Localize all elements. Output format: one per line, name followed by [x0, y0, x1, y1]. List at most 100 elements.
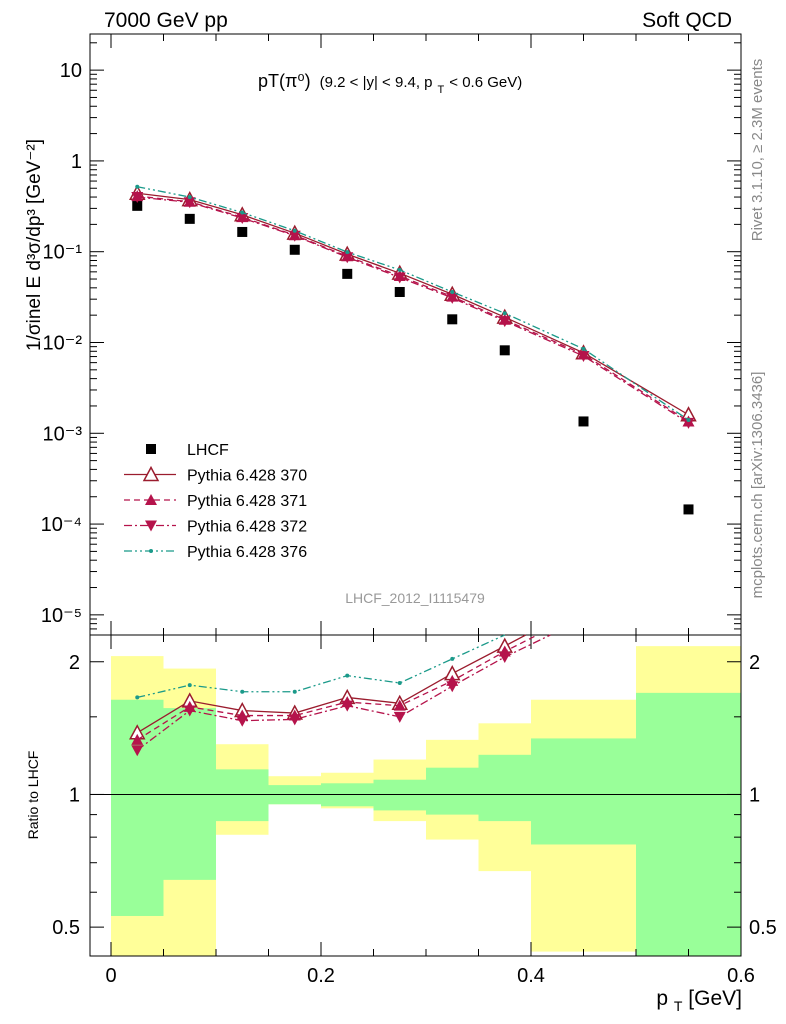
- y-ratio-tick-label-right: 1: [749, 784, 760, 806]
- plot-title: pT(π⁰) (9.2 < |y| < 9.4, p T < 0.6 GeV): [258, 71, 522, 97]
- y-ratio-tick-label-right: 0.5: [749, 917, 777, 939]
- data-point-pythia-6-428-376: [502, 311, 507, 316]
- ratio-point-pythia-6-428-376: [187, 683, 192, 688]
- stat-band-bin: [478, 754, 531, 822]
- y-axis-label-main: 1/σinel E d³σ/dp³ [GeV⁻²]: [24, 139, 45, 351]
- stat-band-bin: [426, 767, 479, 815]
- y-ratio-tick-label: 0.5: [52, 917, 80, 939]
- data-point-lhcf: [394, 286, 405, 297]
- legend-marker-pythia-6-428-371: [145, 494, 157, 505]
- y-ratio-tick-label: 1: [69, 784, 80, 806]
- stat-band-bin: [373, 779, 426, 811]
- side-label-rivet: Rivet 3.1.10, ≥ 2.3M events: [749, 59, 766, 242]
- ratio-line-pythia-6-428-376: [137, 634, 506, 699]
- legend-label-pythia-6-428-376: Pythia 6.428 376: [187, 544, 307, 561]
- ratio-point-pythia-6-428-372: [288, 714, 301, 726]
- data-point-pythia-6-428-376: [292, 228, 297, 233]
- ratio-point-pythia-6-428-376: [292, 689, 297, 694]
- data-point-lhcf: [237, 226, 248, 237]
- data-point-pythia-6-428-372: [341, 252, 354, 264]
- data-point-pythia-6-428-372: [682, 417, 695, 429]
- ratio-point-pythia-6-428-376: [240, 689, 245, 694]
- legend-marker-pythia-6-428-370: [142, 465, 160, 482]
- ratio-point-pythia-6-428-376: [397, 680, 402, 685]
- series-line-pythia-6-428-371: [137, 195, 689, 422]
- data-point-pythia-6-428-376: [397, 267, 402, 272]
- legend-label-lhcf: LHCF: [187, 442, 229, 459]
- ratio-point-pythia-6-428-372: [498, 652, 511, 664]
- ratio-panel-frame: [89, 634, 742, 957]
- data-point-lhcf: [184, 213, 195, 224]
- data-point-pythia-6-428-372: [577, 350, 590, 362]
- y-main-tick-label: 10⁻⁴: [41, 514, 82, 536]
- data-point-pythia-6-428-372: [236, 213, 249, 225]
- data-point-pythia-6-428-376: [345, 250, 350, 255]
- data-point-pythia-6-428-372: [393, 272, 406, 284]
- data-point-lhcf: [289, 244, 300, 255]
- legend: LHCF Pythia 6.428 370 Pythia 6.428 371 Pyth…: [124, 442, 307, 561]
- x-axis-label-unit: [GeV]: [688, 987, 742, 1010]
- series-line-pythia-6-428-376: [137, 186, 689, 421]
- series-line-pythia-6-428-370: [137, 192, 689, 416]
- legend-label-pythia-6-428-370: Pythia 6.428 370: [187, 468, 307, 485]
- y-main-tick-label: 1: [71, 151, 82, 173]
- main-axes: 0 0.2 0.4 0.6 10 1 10⁻¹ 10⁻² 10⁻³ 10⁻⁴ 10⁻⁵ 2 2 1 1 0.5…: [41, 33, 777, 987]
- data-point-pythia-6-428-372: [131, 192, 144, 204]
- watermark: LHCF_2012_I1115479: [345, 590, 485, 606]
- data-point-lhcf: [499, 345, 510, 356]
- ratio-point-pythia-6-428-372: [131, 745, 144, 757]
- y-ratio-tick-label: 2: [69, 652, 80, 674]
- header-left: 7000 GeV pp: [104, 9, 228, 32]
- data-point-pythia-6-428-376: [135, 184, 140, 189]
- data-point-pythia-6-428-376: [686, 418, 691, 423]
- plot-title-cuts-end: < 0.6 GeV): [449, 74, 522, 91]
- data-point-pythia-6-428-372: [446, 292, 459, 304]
- stat-band-bin: [531, 738, 636, 845]
- ratio-point-pythia-6-428-372: [341, 700, 354, 712]
- x-tick-label: 0.4: [517, 965, 545, 987]
- y-axis-label-ratio: Ratio to LHCF: [25, 751, 41, 840]
- data-point-lhcf: [578, 416, 589, 427]
- ratio-point-pythia-6-428-371: [131, 733, 144, 745]
- legend-label-pythia-6-428-372: Pythia 6.428 372: [187, 519, 307, 536]
- data-point-pythia-6-428-376: [240, 210, 245, 215]
- ratio-point-pythia-6-428-376: [450, 656, 455, 661]
- data-point-lhcf: [132, 200, 143, 211]
- x-axis-label-sub: T: [674, 998, 683, 1014]
- series-line-pythia-6-428-372: [137, 196, 689, 424]
- x-tick-label: 0: [105, 965, 116, 987]
- ratio-uncertainty-bands: [111, 646, 741, 956]
- ratio-point-pythia-6-428-372: [183, 705, 196, 717]
- ratio-point-pythia-6-428-372: [393, 711, 406, 723]
- y-main-tick-label: 10⁻⁵: [41, 605, 82, 627]
- ratio-point-pythia-6-428-376: [135, 695, 140, 700]
- legend-label-pythia-6-428-371: Pythia 6.428 371: [187, 493, 307, 510]
- y-ratio-tick-label-right: 2: [749, 652, 760, 674]
- data-point-pythia-6-428-376: [581, 346, 586, 351]
- plot-title-main: pT(π⁰): [258, 71, 311, 91]
- ratio-point-pythia-6-428-371: [393, 699, 406, 711]
- data-point-pythia-6-428-372: [498, 316, 511, 328]
- x-axis-label: p T [GeV]: [656, 987, 742, 1016]
- x-tick-label: 0.6: [727, 965, 755, 987]
- stat-band-bin: [636, 692, 741, 956]
- data-point-pythia-6-428-376: [450, 289, 455, 294]
- data-point-pythia-6-428-372: [183, 197, 196, 209]
- legend-marker-lhcf: [146, 444, 156, 454]
- ratio-point-pythia-6-428-376: [345, 673, 350, 678]
- stat-band-bin: [216, 769, 269, 822]
- x-axis-label-p: p: [656, 987, 668, 1010]
- data-point-lhcf: [342, 268, 353, 279]
- data-point-lhcf: [447, 314, 458, 325]
- data-point-pythia-6-428-372: [288, 230, 301, 242]
- legend-marker-pythia-6-428-376: [149, 549, 153, 553]
- y-main-tick-label: 10⁻¹: [43, 242, 83, 264]
- plot-title-cuts-subscript: T: [438, 84, 445, 96]
- y-main-tick-label: 10⁻³: [43, 423, 83, 445]
- ratio-point-pythia-6-428-372: [446, 681, 459, 693]
- y-main-tick-label: 10⁻²: [43, 332, 83, 354]
- data-point-lhcf: [683, 504, 694, 515]
- data-point-pythia-6-428-376: [187, 195, 192, 200]
- x-tick-label: 0.2: [307, 965, 335, 987]
